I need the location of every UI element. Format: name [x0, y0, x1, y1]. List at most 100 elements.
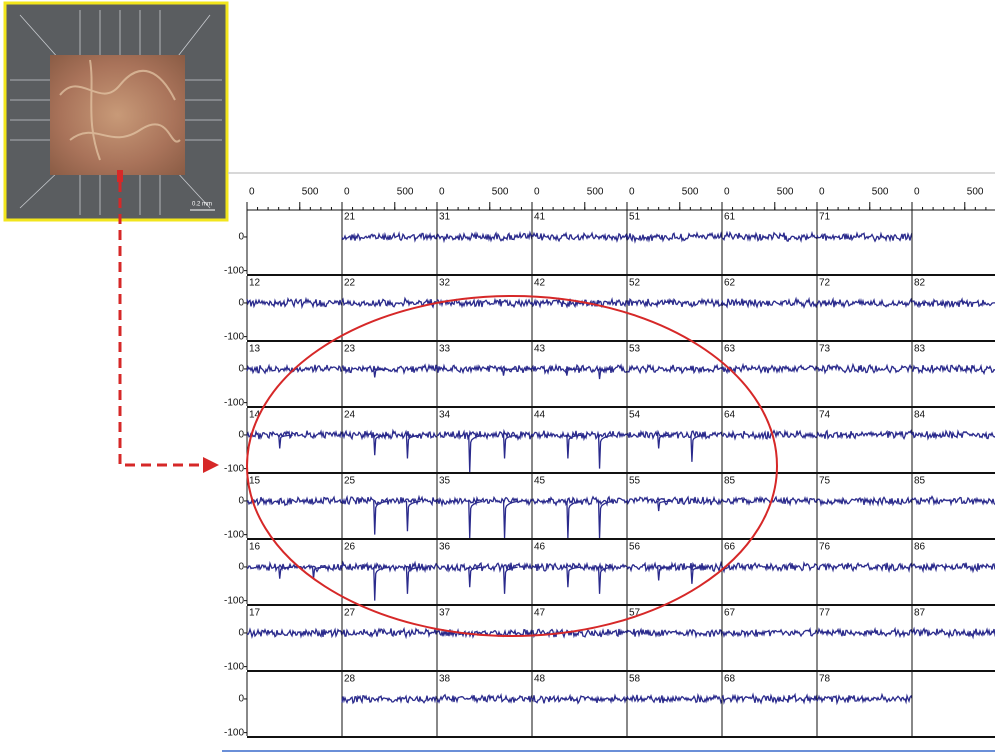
y-tick-label: -100	[224, 595, 244, 606]
noise-trace	[816, 429, 913, 440]
noise-trace	[816, 296, 913, 309]
electrode-leads	[10, 10, 222, 215]
electrode-label: 22	[344, 278, 356, 289]
noise-trace	[817, 362, 913, 375]
electrode-label: 85	[914, 476, 926, 487]
noise-trace	[436, 297, 533, 309]
scale-label: 0.2 mm	[192, 202, 212, 208]
electrode-label: 57	[629, 608, 641, 619]
noise-trace	[911, 363, 995, 376]
electrode-label: 63	[724, 344, 736, 355]
noise-trace	[246, 560, 343, 573]
electrode-label: 67	[724, 608, 736, 619]
noise-trace	[246, 627, 343, 640]
noise-trace	[531, 296, 628, 309]
electrode-label: 86	[914, 542, 926, 553]
arrow-head	[203, 457, 219, 473]
electrode-label: 27	[344, 608, 356, 619]
spike	[502, 500, 518, 539]
spike	[566, 500, 581, 539]
electrode-label: 55	[629, 476, 641, 487]
noise-trace	[341, 296, 438, 309]
noise-trace	[436, 561, 533, 574]
x-tick-label: 500	[682, 187, 699, 198]
electrode-label: 38	[439, 674, 451, 685]
electrode-label: 41	[534, 212, 546, 223]
spike	[405, 500, 421, 532]
spike	[657, 566, 672, 581]
electrode-label: 66	[724, 542, 736, 553]
spike	[501, 368, 517, 376]
spike	[468, 434, 483, 473]
x-tick-label: 0	[819, 187, 825, 198]
spike	[690, 566, 705, 584]
y-tick-label: 0	[238, 232, 244, 243]
electrode-label: 42	[534, 278, 546, 289]
noise-trace	[816, 231, 913, 243]
spike	[373, 368, 388, 378]
electrode-label: 72	[819, 278, 831, 289]
electrode-label: 53	[629, 344, 641, 355]
noise-trace	[626, 560, 723, 573]
electrode-label: 83	[914, 344, 926, 355]
spike	[566, 566, 581, 588]
electrode-label: 21	[344, 212, 356, 223]
electrode-label: 85	[724, 476, 736, 487]
electrode-label: 58	[629, 674, 641, 685]
y-tick-label: 0	[238, 298, 244, 309]
y-tick-label: 0	[238, 694, 244, 705]
electrode-label: 78	[819, 674, 831, 685]
y-tick-label: -100	[224, 265, 244, 276]
noise-trace	[626, 363, 723, 375]
noise-trace	[436, 230, 533, 244]
noise-trace	[911, 561, 995, 574]
noise-trace	[341, 494, 438, 507]
spike	[502, 434, 518, 459]
noise-trace	[626, 297, 723, 309]
noise-trace	[816, 561, 913, 574]
spike	[405, 566, 421, 594]
x-tick-label: 0	[724, 187, 730, 198]
electrode-label: 31	[439, 212, 451, 223]
arrow-line	[118, 182, 205, 467]
noise-trace	[911, 429, 995, 441]
y-tick-label: -100	[224, 727, 244, 738]
electrode-label: 74	[819, 410, 831, 421]
x-tick-label: 0	[439, 187, 445, 198]
spike	[657, 500, 672, 512]
noise-trace	[341, 363, 438, 376]
electrode-label: 73	[819, 344, 831, 355]
highlight-ellipse	[246, 295, 778, 637]
electrode-label: 54	[629, 410, 641, 421]
noise-trace	[626, 231, 723, 244]
electrode-label: 52	[629, 278, 641, 289]
spike	[566, 434, 581, 459]
noise-trace	[816, 626, 913, 639]
spike	[405, 434, 421, 459]
spike	[597, 566, 613, 594]
spike	[373, 566, 388, 601]
noise-trace	[626, 627, 723, 639]
electrode-label: 77	[819, 608, 831, 619]
electrode-label: 25	[344, 476, 356, 487]
electrode-label: 71	[819, 212, 831, 223]
noise-trace	[531, 231, 628, 244]
y-tick-label: 0	[238, 364, 244, 375]
electrode-label: 36	[439, 542, 451, 553]
electrode-label: 68	[724, 674, 736, 685]
spike	[468, 566, 483, 588]
x-tick-label: 0	[249, 187, 255, 198]
x-tick-label: 0	[344, 187, 350, 198]
spike	[502, 566, 518, 594]
y-tick-label: 0	[238, 628, 244, 639]
electrode-label: 61	[724, 212, 736, 223]
noise-trace	[436, 692, 533, 704]
spike	[373, 500, 388, 535]
y-tick-label: -100	[224, 331, 244, 342]
electrode-label: 17	[249, 608, 261, 619]
electrode-label: 76	[819, 542, 831, 553]
electrode-label: 35	[439, 476, 451, 487]
electrode-label: 75	[819, 476, 831, 487]
